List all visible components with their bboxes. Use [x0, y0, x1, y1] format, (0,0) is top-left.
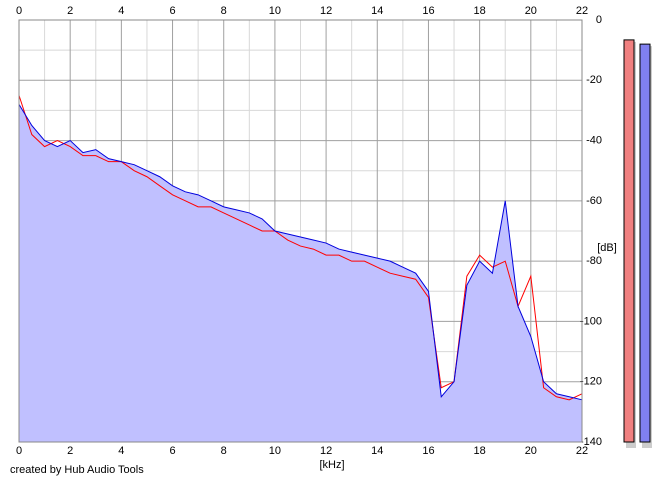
x-tick-label-bottom: 10 [269, 445, 281, 457]
credit: created by Hub Audio Tools [10, 464, 144, 476]
x-tick-label: 2 [67, 5, 73, 17]
x-tick-label: 14 [371, 5, 383, 17]
x-tick-label: 4 [118, 5, 124, 17]
x-tick-label-bottom: 6 [169, 445, 175, 457]
x-tick-label-bottom: 0 [16, 445, 22, 457]
x-tick-label-bottom: 20 [525, 445, 537, 457]
x-tick-label-bottom: 8 [221, 445, 227, 457]
level-meter [623, 39, 635, 443]
x-tick-label: 12 [320, 5, 332, 17]
x-tick-label: 16 [422, 5, 434, 17]
spectrum-line [18, 104, 583, 401]
y-tick-label: 0 [596, 14, 602, 26]
spectrum-area [19, 104, 582, 443]
y-tick-label: -120 [580, 376, 602, 388]
y-tick-label: -80 [586, 255, 602, 267]
y-tick-label: -20 [586, 74, 602, 86]
x-tick-label: 6 [169, 5, 175, 17]
x-tick-label: 18 [474, 5, 486, 17]
x-tick-label-bottom: 12 [320, 445, 332, 457]
y-axis-label: [dB] [597, 242, 617, 254]
x-tick-label: 0 [16, 5, 22, 17]
x-tick-label: 10 [269, 5, 281, 17]
plot-border [18, 19, 583, 443]
x-tick-label-bottom: 14 [371, 445, 383, 457]
x-tick-label: 8 [221, 5, 227, 17]
x-tick-label: 20 [525, 5, 537, 17]
x-tick-label: 22 [576, 5, 588, 17]
y-tick-label: -140 [580, 436, 602, 448]
x-tick-label-bottom: 22 [576, 445, 588, 457]
x-tick-label-bottom: 2 [67, 445, 73, 457]
y-tick-label: -100 [580, 315, 602, 327]
spectrum-line [18, 95, 583, 401]
y-tick-label: -60 [586, 195, 602, 207]
y-tick-label: -40 [586, 134, 602, 146]
x-tick-label-bottom: 4 [118, 445, 124, 457]
x-tick-label-bottom: 18 [474, 445, 486, 457]
x-tick-label-bottom: 16 [422, 445, 434, 457]
x-axis-label: [kHz] [319, 459, 344, 471]
level-meter [639, 43, 651, 443]
